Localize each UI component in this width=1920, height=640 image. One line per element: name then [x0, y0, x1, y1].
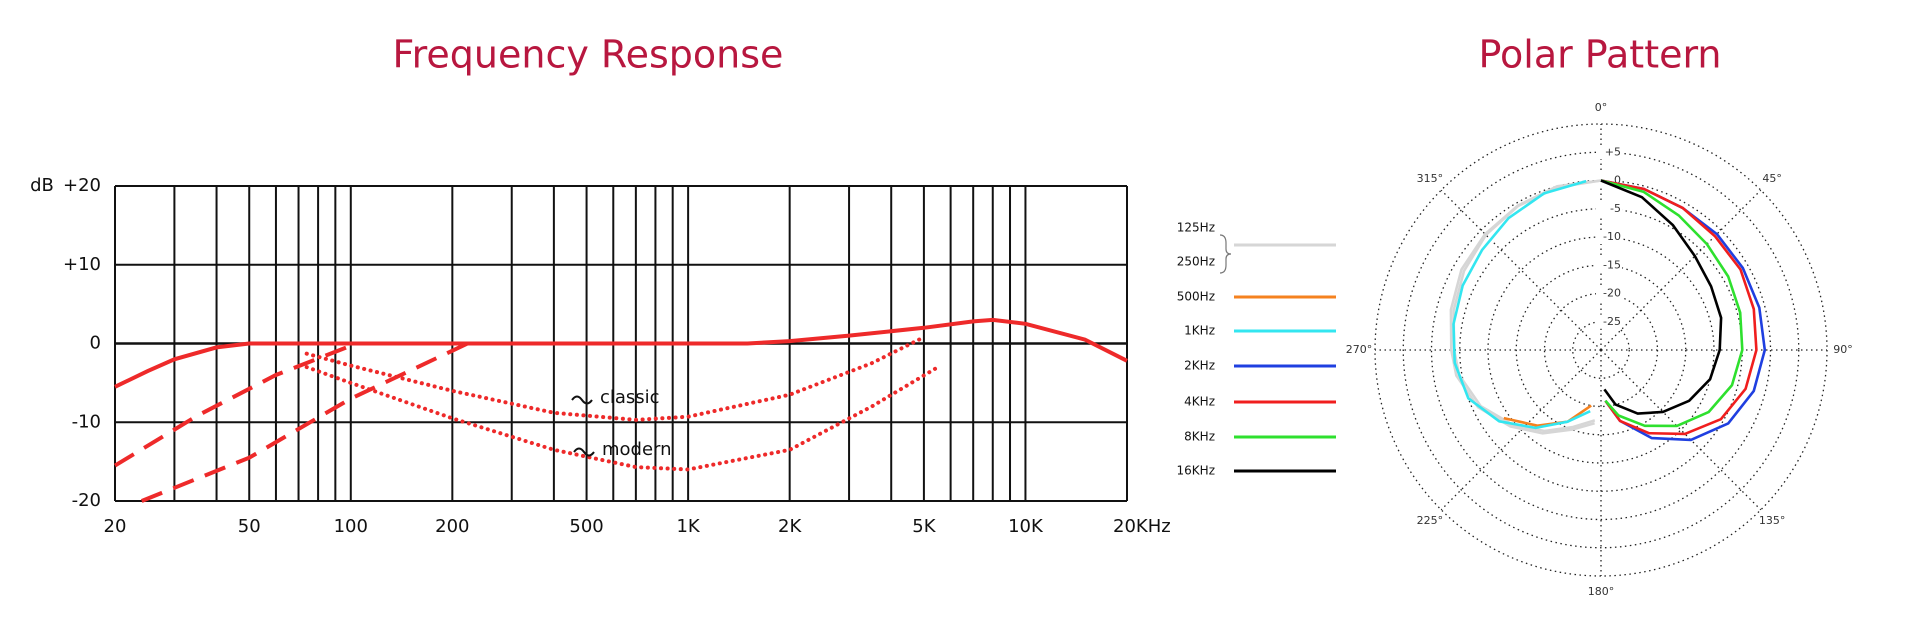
theta-tick-label: 180°: [1588, 585, 1615, 598]
y-axis-label: dB: [30, 175, 54, 196]
legend-brace: [1219, 234, 1232, 274]
r-tick-bg: [1596, 201, 1622, 216]
polar-curve: [1600, 179, 1744, 428]
series-line: [114, 317, 1128, 389]
x-tick-label: 500: [569, 516, 603, 537]
series-line: [113, 341, 358, 468]
polar-ring: [1487, 236, 1715, 464]
x-tick-label: 1K: [676, 516, 700, 537]
series-line: [140, 341, 469, 503]
r-tick-label: +5: [1605, 145, 1621, 158]
x-tick-label: 50: [238, 516, 261, 537]
series-line: [304, 365, 940, 472]
y-tick-label: -10: [72, 411, 101, 432]
annotation: modern: [602, 439, 672, 460]
r-tick-label: -20: [1603, 287, 1621, 300]
legend-label: 8KHz: [1184, 430, 1215, 444]
polar-curve: [1600, 179, 1723, 415]
x-tick-label: 100: [334, 516, 368, 537]
r-tick-label: -25: [1603, 315, 1621, 328]
r-tick-bg: [1596, 286, 1622, 301]
theta-tick-label: 270°: [1346, 343, 1373, 356]
chart-title: Polar Pattern: [1478, 33, 1721, 77]
legend-label: 4KHz: [1184, 395, 1215, 409]
r-tick-label: -5: [1610, 202, 1621, 215]
polar-spoke: [1600, 349, 1762, 511]
annotation-tilde: [571, 395, 593, 405]
theta-tick-label: 45°: [1762, 172, 1782, 185]
series-line: [304, 335, 926, 422]
legend-label: 2KHz: [1184, 359, 1215, 373]
polar-ring: [1572, 321, 1630, 379]
theta-tick-label: 90°: [1833, 343, 1853, 356]
r-tick-bg: [1596, 230, 1622, 244]
polar-ring: [1430, 179, 1772, 521]
legend-label: 250Hz: [1177, 255, 1215, 269]
r-tick-label: -15: [1603, 258, 1621, 271]
x-tick-label: 20: [104, 516, 127, 537]
legend-label: 500Hz: [1177, 290, 1215, 304]
y-tick-label: +20: [63, 175, 101, 196]
x-tick-label: 200: [435, 516, 469, 537]
r-tick-label: -10: [1603, 230, 1621, 243]
y-tick-label: 0: [90, 333, 101, 354]
polar-curve: [1600, 179, 1758, 436]
r-tick-bg: [1596, 145, 1622, 160]
r-tick-bg: [1596, 314, 1622, 329]
y-tick-label: -20: [72, 490, 101, 511]
theta-tick-label: 135°: [1759, 514, 1786, 527]
legend-label: 16KHz: [1177, 464, 1215, 478]
chart-title: Frequency Response: [393, 33, 784, 77]
x-tick-label: 5K: [912, 516, 936, 537]
annotation: classic: [600, 387, 660, 408]
x-tick-label: 10K: [1008, 516, 1044, 537]
annotation-tilde: [573, 447, 595, 457]
polar-curve: [1452, 179, 1591, 430]
legend-label: 1KHz: [1184, 324, 1215, 338]
y-tick-label: +10: [63, 254, 101, 275]
x-tick-label: 2K: [778, 516, 802, 537]
polar-ring: [1515, 264, 1687, 436]
theta-tick-label: 225°: [1417, 514, 1444, 527]
theta-tick-label: 0°: [1595, 101, 1608, 114]
x-tick-label: 20KHz: [1113, 516, 1171, 537]
legend-label: 125Hz: [1177, 221, 1215, 235]
r-tick-label: 0: [1614, 174, 1621, 187]
polar-curve: [1452, 179, 1602, 433]
theta-tick-label: 315°: [1417, 172, 1444, 185]
r-tick-bg: [1596, 258, 1622, 273]
